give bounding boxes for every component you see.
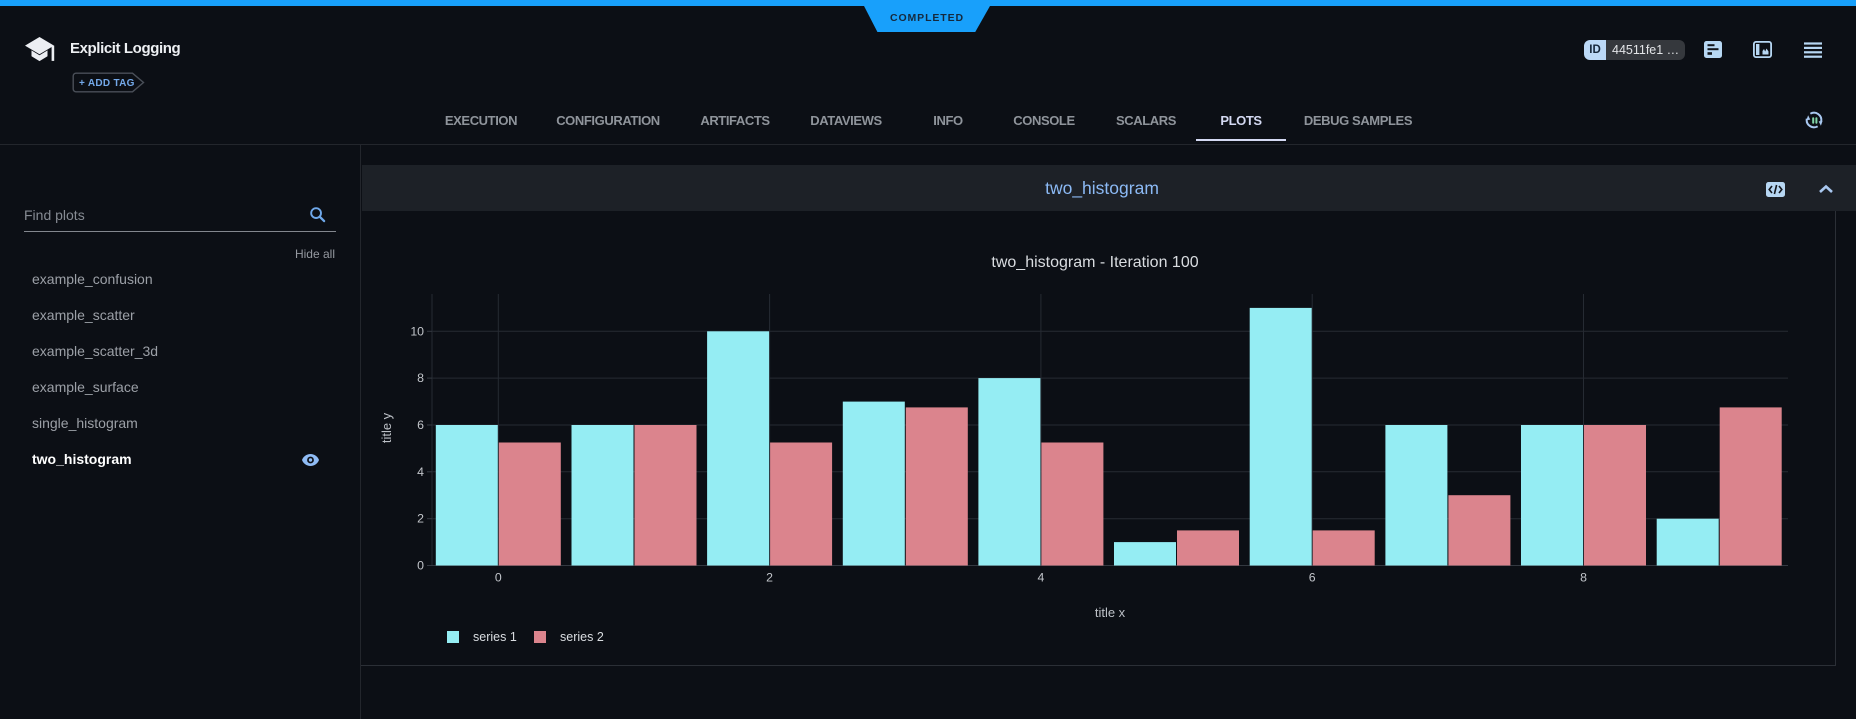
- svg-text:4: 4: [417, 465, 424, 479]
- svg-text:title y: title y: [379, 412, 394, 443]
- svg-text:0: 0: [417, 559, 424, 573]
- svg-text:series 1: series 1: [473, 630, 517, 644]
- svg-text:0: 0: [495, 571, 502, 585]
- svg-text:6: 6: [417, 418, 424, 432]
- svg-text:title x: title x: [1095, 605, 1126, 620]
- svg-text:6: 6: [1309, 571, 1316, 585]
- svg-text:8: 8: [1580, 571, 1587, 585]
- svg-text:4: 4: [1037, 571, 1044, 585]
- svg-text:series 2: series 2: [560, 630, 604, 644]
- svg-text:+ ADD TAG: + ADD TAG: [79, 78, 135, 89]
- svg-text:2: 2: [417, 512, 424, 526]
- svg-text:two_histogram - Iteration 100: two_histogram - Iteration 100: [991, 254, 1198, 271]
- svg-text:2: 2: [766, 571, 773, 585]
- svg-text:10: 10: [410, 324, 424, 338]
- svg-text:8: 8: [417, 371, 424, 385]
